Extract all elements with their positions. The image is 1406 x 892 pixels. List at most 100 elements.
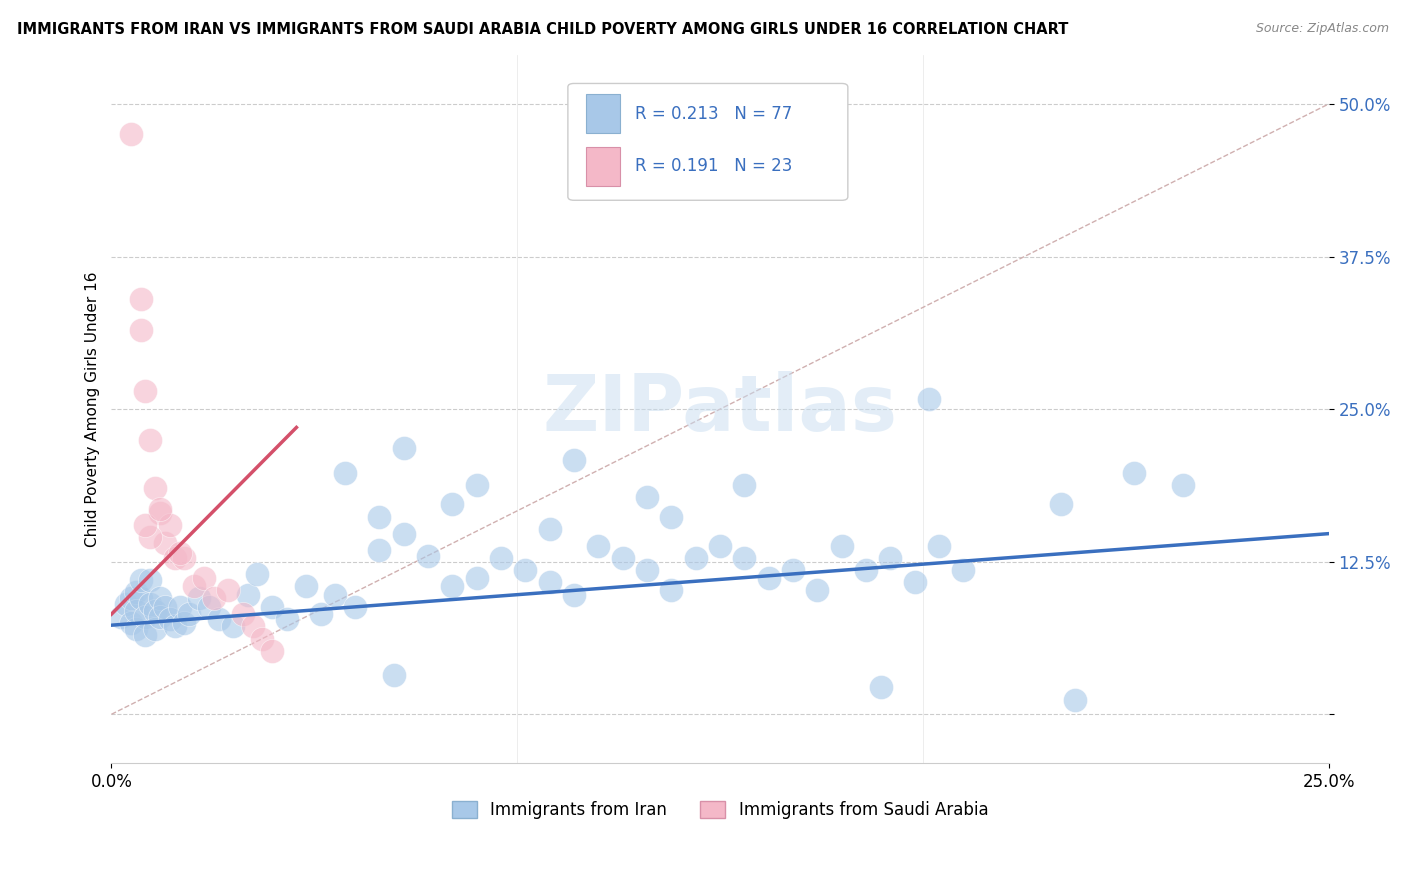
Point xyxy=(120,615,142,630)
Point xyxy=(904,575,927,590)
Point xyxy=(149,609,172,624)
FancyBboxPatch shape xyxy=(586,147,620,186)
Point xyxy=(659,509,682,524)
Point xyxy=(636,490,658,504)
Point xyxy=(193,571,215,585)
Point xyxy=(222,619,245,633)
Point xyxy=(139,573,162,587)
Text: R = 0.213   N = 77: R = 0.213 N = 77 xyxy=(636,104,792,122)
Point xyxy=(538,522,561,536)
Point xyxy=(465,478,488,492)
Point xyxy=(120,128,142,142)
Point xyxy=(232,607,254,622)
Point xyxy=(149,502,172,516)
Point xyxy=(143,482,166,496)
Point xyxy=(441,579,464,593)
Point xyxy=(588,539,610,553)
Point xyxy=(782,563,804,577)
Point xyxy=(115,598,138,612)
Point xyxy=(709,539,731,553)
Point xyxy=(159,612,181,626)
Text: ZIPatlas: ZIPatlas xyxy=(543,371,897,447)
Point xyxy=(758,571,780,585)
Point xyxy=(252,632,274,646)
Point xyxy=(1122,466,1144,480)
Point xyxy=(143,603,166,617)
Point xyxy=(952,563,974,577)
Point xyxy=(382,668,405,682)
Point xyxy=(129,293,152,307)
Point xyxy=(163,619,186,633)
Point xyxy=(179,607,201,622)
Point xyxy=(343,599,366,614)
Point xyxy=(295,579,318,593)
Point xyxy=(149,506,172,520)
Point xyxy=(202,591,225,606)
Point xyxy=(612,551,634,566)
Point xyxy=(134,628,156,642)
Point xyxy=(129,573,152,587)
Point xyxy=(125,585,148,599)
Point xyxy=(129,323,152,337)
Point xyxy=(879,551,901,566)
Point xyxy=(368,509,391,524)
Point xyxy=(236,588,259,602)
Text: IMMIGRANTS FROM IRAN VS IMMIGRANTS FROM SAUDI ARABIA CHILD POVERTY AMONG GIRLS U: IMMIGRANTS FROM IRAN VS IMMIGRANTS FROM … xyxy=(17,22,1069,37)
Point xyxy=(855,563,877,577)
Point xyxy=(441,497,464,511)
Point xyxy=(183,579,205,593)
Point xyxy=(129,591,152,606)
Point xyxy=(134,518,156,533)
Point xyxy=(188,591,211,606)
Point xyxy=(869,681,891,695)
Point xyxy=(806,582,828,597)
Point xyxy=(515,563,537,577)
Point xyxy=(562,588,585,602)
Point xyxy=(173,615,195,630)
Point xyxy=(1050,497,1073,511)
Point xyxy=(636,563,658,577)
Point xyxy=(325,588,347,602)
Point xyxy=(659,582,682,597)
Point xyxy=(562,453,585,467)
Point xyxy=(217,582,239,597)
Point xyxy=(1171,478,1194,492)
Point xyxy=(197,599,219,614)
Point xyxy=(489,551,512,566)
Point xyxy=(309,607,332,622)
Point xyxy=(262,644,284,658)
Point xyxy=(125,603,148,617)
Point xyxy=(153,599,176,614)
Point xyxy=(392,526,415,541)
Point xyxy=(134,609,156,624)
Point xyxy=(207,612,229,626)
Point xyxy=(1064,692,1087,706)
Point xyxy=(169,546,191,560)
Point xyxy=(416,549,439,563)
Point xyxy=(139,598,162,612)
Point xyxy=(392,441,415,455)
Point xyxy=(368,542,391,557)
FancyBboxPatch shape xyxy=(568,84,848,201)
Text: Source: ZipAtlas.com: Source: ZipAtlas.com xyxy=(1256,22,1389,36)
Point xyxy=(163,551,186,566)
Point xyxy=(928,539,950,553)
Point xyxy=(262,599,284,614)
Point xyxy=(733,478,755,492)
Point xyxy=(110,609,132,624)
Point xyxy=(143,622,166,636)
Point xyxy=(733,551,755,566)
Point xyxy=(159,518,181,533)
Point xyxy=(685,551,707,566)
Point xyxy=(139,530,162,544)
Point xyxy=(918,392,941,407)
FancyBboxPatch shape xyxy=(586,95,620,133)
Point xyxy=(149,591,172,606)
Point xyxy=(139,433,162,447)
Point xyxy=(120,591,142,606)
Point xyxy=(125,622,148,636)
Point xyxy=(173,551,195,566)
Point xyxy=(276,612,298,626)
Point xyxy=(465,571,488,585)
Point xyxy=(246,566,269,581)
